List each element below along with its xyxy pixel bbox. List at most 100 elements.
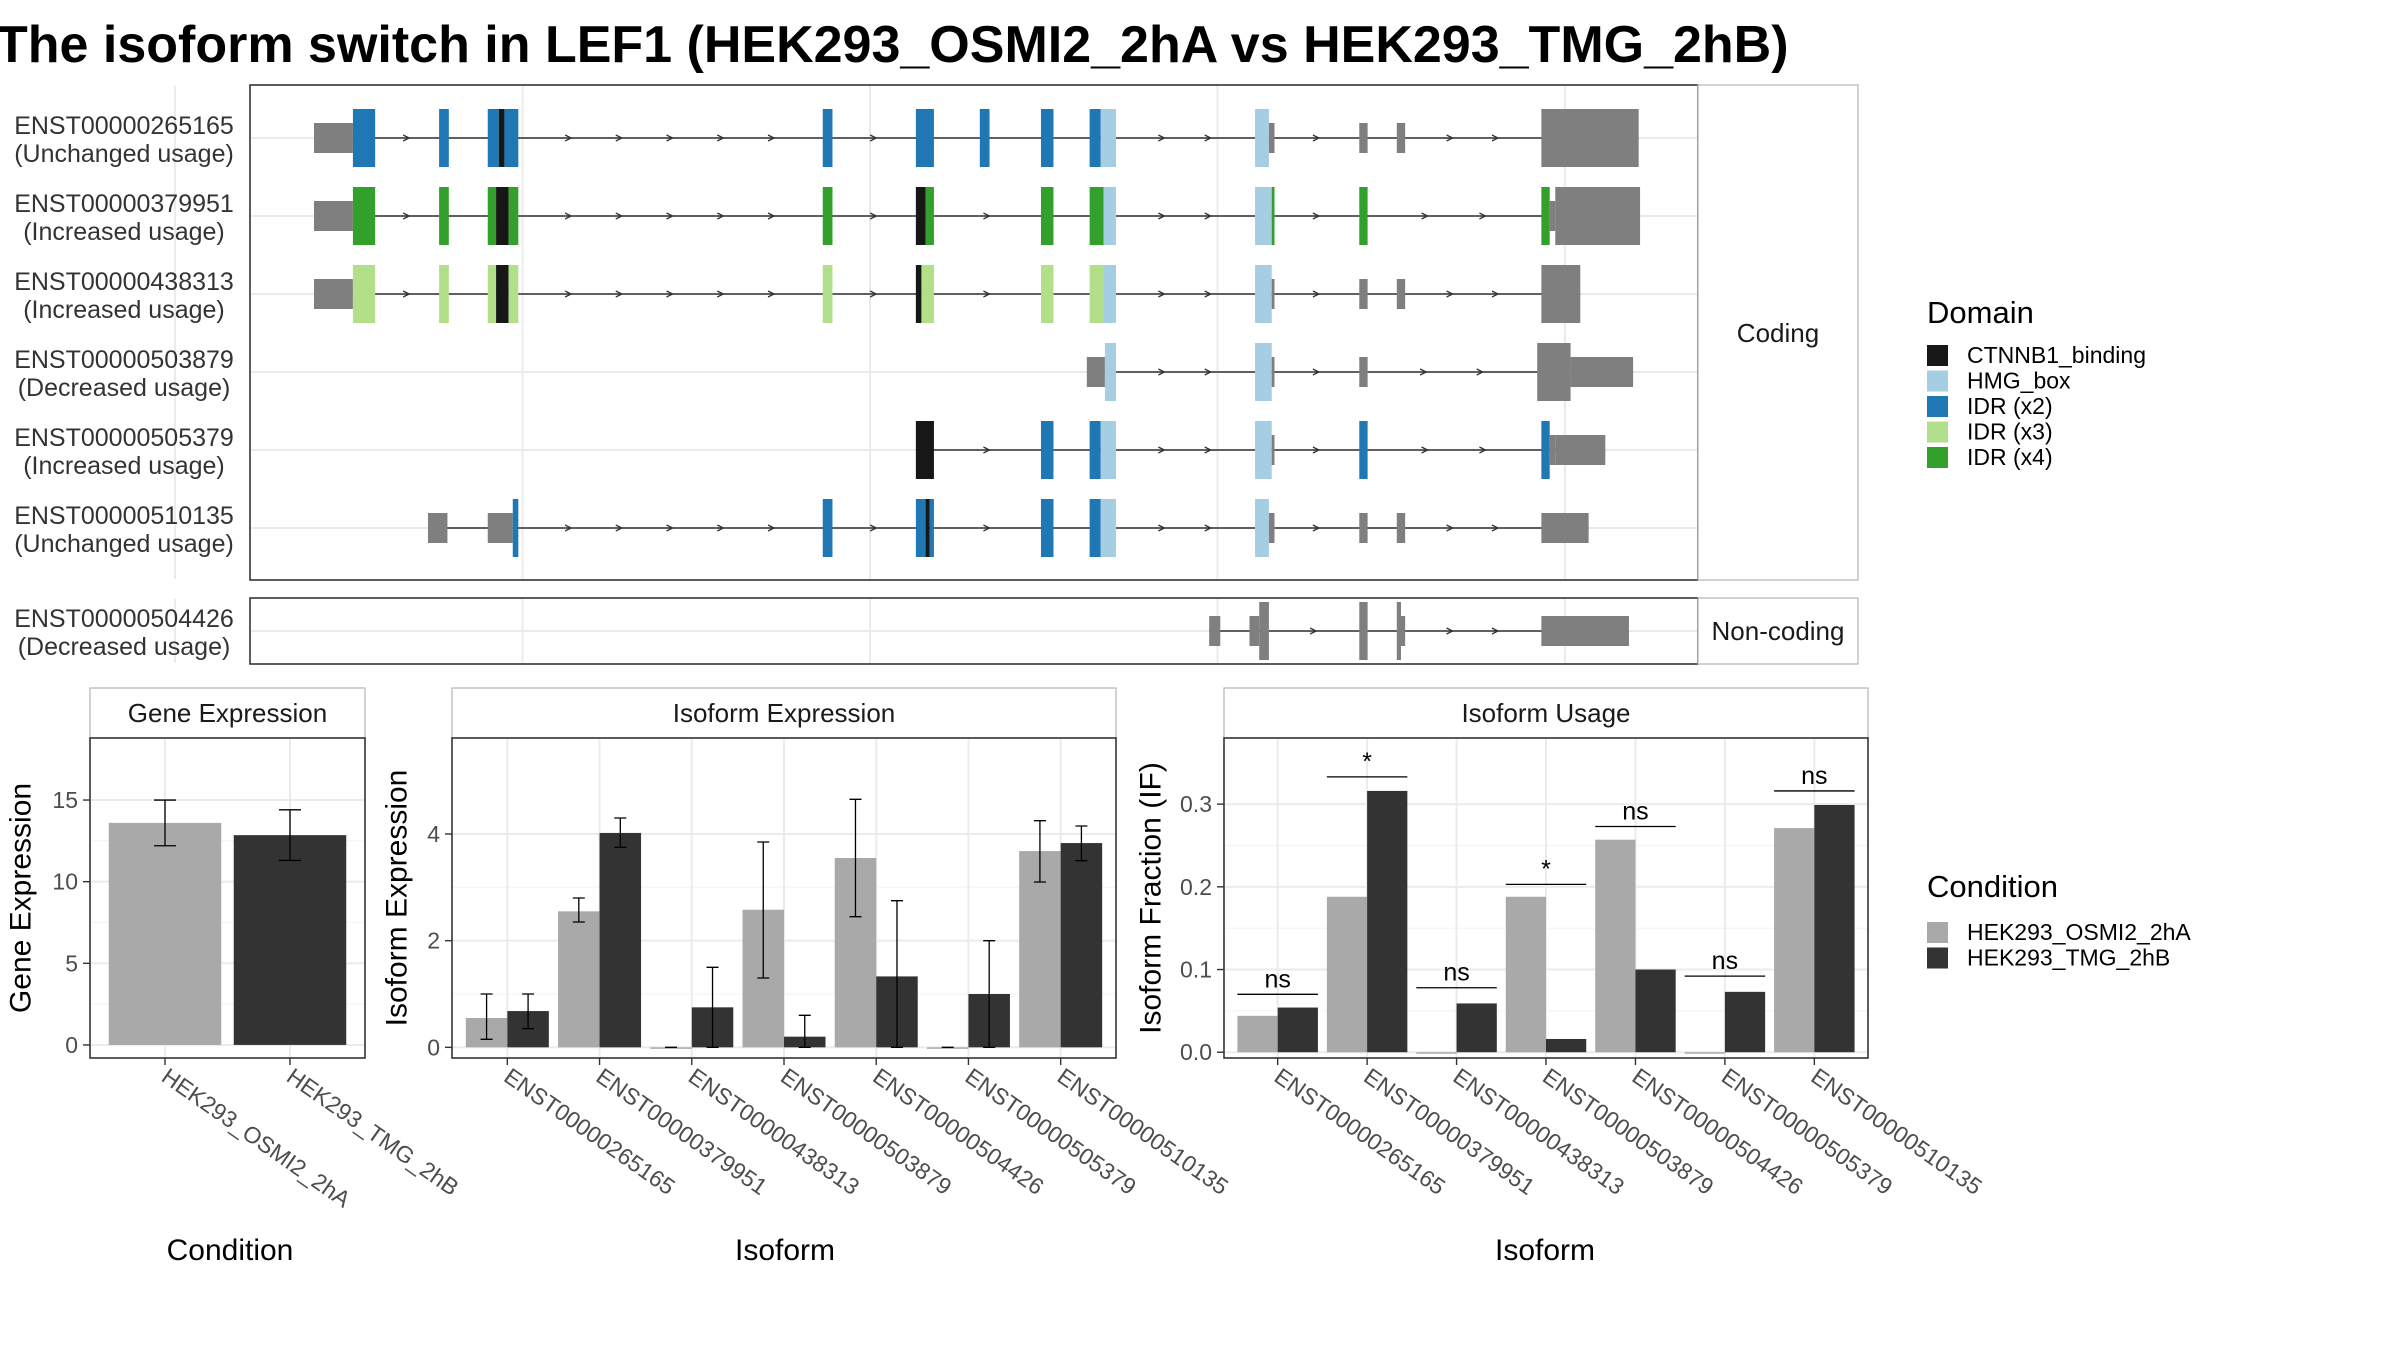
exon-block <box>1359 279 1368 309</box>
exon-block <box>504 109 519 167</box>
bar <box>1505 896 1546 1053</box>
exon-block <box>1100 499 1117 557</box>
exon-block <box>1396 279 1401 309</box>
exon-block <box>929 499 934 557</box>
coding-strip <box>1697 84 1859 581</box>
exon-block <box>487 513 513 543</box>
isoform-usage-label: (Unchanged usage) <box>14 140 234 168</box>
bar <box>233 835 347 1045</box>
exon-block <box>1541 513 1589 543</box>
intron-arrow <box>402 212 411 220</box>
exon-block <box>427 513 448 543</box>
isoform-row: ENST00000510135(Unchanged usage) <box>14 499 1589 558</box>
error-bar <box>890 900 903 1048</box>
panel-title: Isoform Expression <box>673 698 896 728</box>
exon-block <box>1249 616 1260 646</box>
exon-block <box>496 187 509 245</box>
exon-block <box>1400 279 1406 309</box>
y-axis-title: Isoform Expression <box>381 770 414 1027</box>
domain-legend-label: IDR (x3) <box>1967 419 2053 445</box>
y-tick-label: 2 <box>427 928 440 954</box>
x-tick-label: ENST00000265165 <box>499 1063 679 1200</box>
exon-block <box>925 499 930 557</box>
domain-legend-label: CTNNB1_binding <box>1967 342 2146 368</box>
exon-block <box>1549 201 1556 231</box>
exon-block <box>822 187 833 245</box>
exon-block <box>1359 513 1368 543</box>
y-tick-label: 0.2 <box>1180 874 1212 900</box>
exon-block <box>979 109 990 167</box>
transcript-structure-panel: Coding Non-coding ENST00000265165(Unchan… <box>14 84 1859 665</box>
domain-legend-swatch <box>1927 345 1948 366</box>
exon-block <box>439 187 449 245</box>
y-tick-label: 15 <box>52 787 78 813</box>
x-axis-title: Isoform <box>1495 1234 1595 1267</box>
exon-block <box>1040 187 1054 245</box>
intron-arrow <box>564 212 573 220</box>
exon-block <box>1541 109 1639 167</box>
intron-arrow <box>1309 627 1318 635</box>
significance-label: * <box>1541 855 1551 883</box>
x-axis-title: Condition <box>167 1234 294 1267</box>
exon-block <box>487 187 497 245</box>
panel-title: Isoform Usage <box>1461 698 1630 728</box>
bar <box>1019 851 1061 1048</box>
bar <box>108 822 222 1045</box>
intron-arrow <box>1479 446 1487 454</box>
bar-panel: Gene Expression051015HEK293_OSMI2_2hAHEK… <box>5 687 464 1267</box>
bar <box>1277 1007 1318 1053</box>
intron-arrow <box>1421 212 1429 220</box>
isoform-id-label: ENST00000265165 <box>14 112 234 140</box>
intron-arrow <box>1158 368 1166 376</box>
exon-block <box>1396 602 1401 660</box>
intron-arrow <box>1312 290 1321 298</box>
exon-block <box>1555 435 1606 465</box>
exon-block <box>1541 187 1550 245</box>
isoform-usage-label: (Decreased usage) <box>18 374 231 402</box>
noncoding-facet-label: Non-coding <box>1712 616 1845 646</box>
intron-arrow <box>1446 627 1455 635</box>
exon-block <box>1040 499 1054 557</box>
intron-arrow <box>983 290 991 298</box>
intron-arrow <box>1312 524 1321 532</box>
intron-arrow <box>767 134 776 142</box>
exon-block <box>1555 187 1641 245</box>
bar <box>1595 839 1636 1053</box>
error-bar <box>706 966 719 1048</box>
y-axis-title: Gene Expression <box>5 783 38 1013</box>
intron-arrow <box>1158 446 1166 454</box>
exon-block <box>1359 602 1368 660</box>
y-tick-label: 10 <box>52 869 78 895</box>
exon-block <box>352 109 376 167</box>
intron-arrow <box>615 290 624 298</box>
x-tick-label: ENST00000438313 <box>684 1063 864 1200</box>
condition-legend-swatch <box>1927 947 1948 969</box>
intron-arrow <box>983 212 991 220</box>
exon-block <box>1400 513 1406 543</box>
bar <box>599 832 642 1048</box>
exon-block <box>1040 109 1054 167</box>
intron-arrow <box>869 212 878 220</box>
intron-arrow <box>1491 134 1500 142</box>
intron-arrow <box>716 290 725 298</box>
exon-block <box>1271 435 1275 465</box>
exon-block <box>1359 421 1368 479</box>
panel-strip <box>451 687 1117 739</box>
exon-block <box>1271 357 1275 387</box>
bar <box>1456 1003 1497 1053</box>
exon-block <box>915 499 926 557</box>
y-tick-label: 0.3 <box>1180 791 1212 817</box>
intron-arrow <box>564 290 573 298</box>
intron-arrow <box>1204 290 1213 298</box>
intron-arrow <box>1421 446 1429 454</box>
y-tick-label: 0.1 <box>1180 957 1212 983</box>
exon-block <box>1268 513 1275 543</box>
exon-block <box>1089 421 1101 479</box>
significance-label: ns <box>1264 965 1290 993</box>
intron-arrow <box>402 290 411 298</box>
figure-title: The isoform switch in LEF1 (HEK293_OSMI2… <box>0 16 1789 74</box>
panel-strip <box>89 687 366 739</box>
exon-block <box>1255 343 1272 401</box>
intron-arrow <box>1312 368 1321 376</box>
panel-strip <box>1223 687 1869 739</box>
